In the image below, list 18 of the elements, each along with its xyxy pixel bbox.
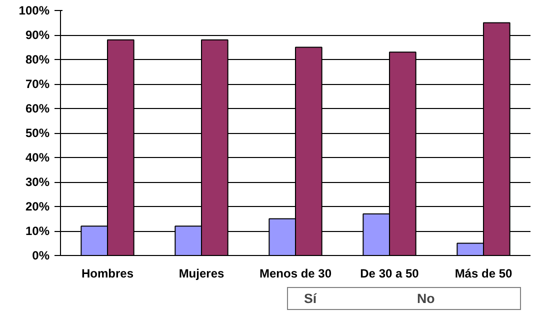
y-tick-label: 20% bbox=[25, 200, 50, 214]
x-tick-label: Hombres bbox=[81, 266, 134, 280]
y-tick-label: 0% bbox=[32, 248, 50, 262]
text: Sí bbox=[304, 291, 318, 306]
text: No bbox=[417, 291, 436, 306]
x-tick-label: Mujeres bbox=[178, 266, 224, 280]
y-tick-label: 70% bbox=[25, 77, 50, 91]
y-tick-label: 90% bbox=[25, 28, 50, 42]
y-tick-label: 50% bbox=[25, 126, 50, 140]
y-tick-label: 60% bbox=[25, 102, 50, 116]
y-tick-label: 80% bbox=[25, 52, 50, 66]
y-tick-label: 100% bbox=[18, 4, 50, 18]
x-tick-label: Más de 50 bbox=[454, 266, 513, 280]
y-tick-label: 10% bbox=[25, 224, 50, 238]
x-tick-label: De 30 a 50 bbox=[360, 266, 420, 280]
x-tick-label: Menos de 30 bbox=[259, 266, 332, 280]
y-tick-label: 40% bbox=[25, 150, 50, 164]
y-tick-label: 30% bbox=[25, 175, 50, 189]
